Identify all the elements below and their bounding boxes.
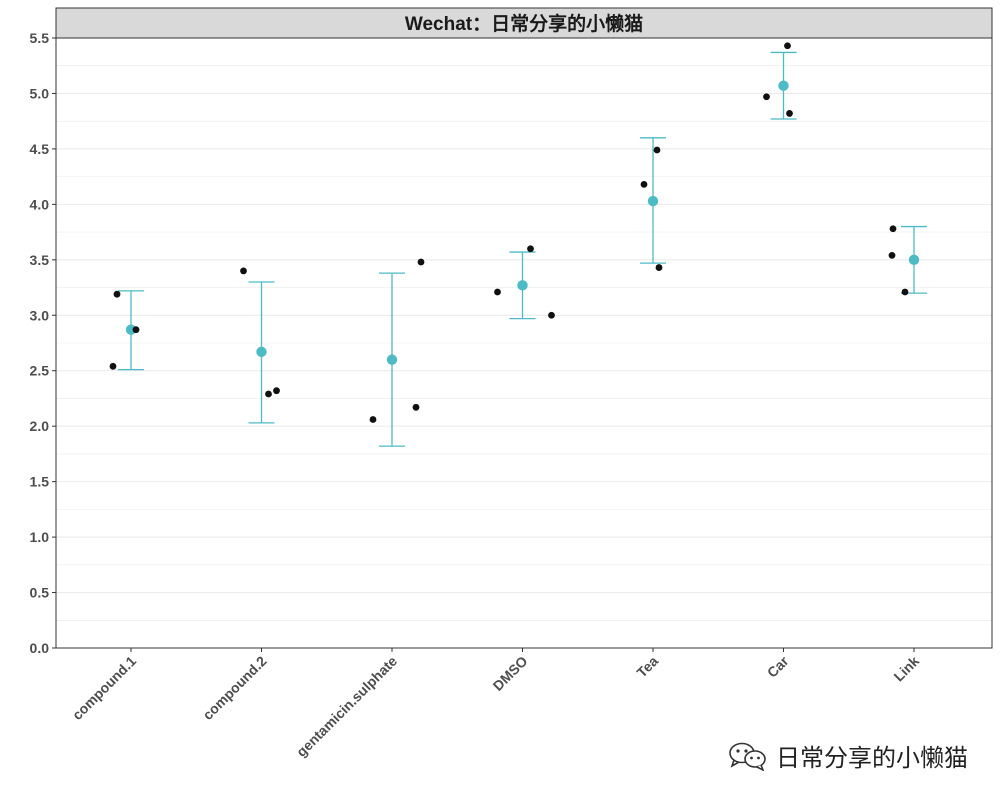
data-point xyxy=(655,264,663,271)
data-point xyxy=(527,245,534,253)
wechat-icon xyxy=(729,742,766,771)
data-point xyxy=(132,326,140,334)
y-tick-label: 1.5 xyxy=(30,474,50,490)
data-point xyxy=(494,288,501,296)
x-tick-label: DMSO xyxy=(490,653,531,694)
data-point xyxy=(653,146,661,154)
data-point xyxy=(113,290,121,298)
plot-panel-border xyxy=(55,37,993,649)
y-tick-label: 4.5 xyxy=(30,141,50,157)
data-point xyxy=(109,362,117,370)
data-point xyxy=(888,251,896,259)
y-tick-label: 0.5 xyxy=(30,585,50,601)
data-point xyxy=(786,110,793,117)
mean-point xyxy=(647,195,659,207)
y-tick-label: 2.5 xyxy=(30,363,50,379)
x-tick-label: Link xyxy=(890,653,922,685)
x-tick-label: Tea xyxy=(633,653,661,681)
x-tick-label: compound.1 xyxy=(69,653,139,723)
chart-title: Wechat：日常分享的小懒猫 xyxy=(405,12,643,35)
data-point xyxy=(265,390,272,398)
y-tick-label: 5.0 xyxy=(30,85,50,101)
watermark-text: 日常分享的小懒猫 xyxy=(776,744,968,772)
y-tick-label: 5.5 xyxy=(30,30,50,46)
y-tick-label: 1.0 xyxy=(30,529,50,545)
data-point xyxy=(417,258,425,266)
y-tick-label: 4.0 xyxy=(30,196,50,212)
x-tick-label: Car xyxy=(764,652,792,680)
grid-lines xyxy=(56,37,992,649)
y-tick-label: 3.0 xyxy=(30,307,50,323)
mean-point xyxy=(386,354,398,365)
mean-point xyxy=(908,254,920,266)
data-point xyxy=(901,288,909,296)
data-point xyxy=(369,416,377,423)
data-point xyxy=(784,42,791,50)
plot-strip xyxy=(55,7,993,39)
mean-point xyxy=(517,280,528,291)
y-tick-label: 3.5 xyxy=(30,252,50,268)
watermark: 日常分享的小懒猫 xyxy=(728,738,968,773)
mean-point xyxy=(778,80,789,91)
mean-point xyxy=(256,346,267,358)
data-point xyxy=(640,181,648,188)
data-point xyxy=(273,387,280,395)
x-tick-label: gentamicin.sulphate xyxy=(293,653,400,760)
mean-point xyxy=(125,324,137,335)
y-tick-label: 0.0 xyxy=(30,640,50,656)
y-tick-label: 2.0 xyxy=(30,418,50,434)
data-point xyxy=(412,403,420,411)
x-tick-label: compound.2 xyxy=(199,653,269,723)
data-point xyxy=(889,225,897,233)
data-marks xyxy=(109,42,927,447)
data-point xyxy=(548,311,555,319)
data-point xyxy=(240,267,247,275)
data-point xyxy=(763,93,770,101)
y-axis: 0.0 0.5 1.0 1.5 2.0 2.5 3.0 3.5 4.0 4.5 5.0 5.5 xyxy=(30,30,56,656)
